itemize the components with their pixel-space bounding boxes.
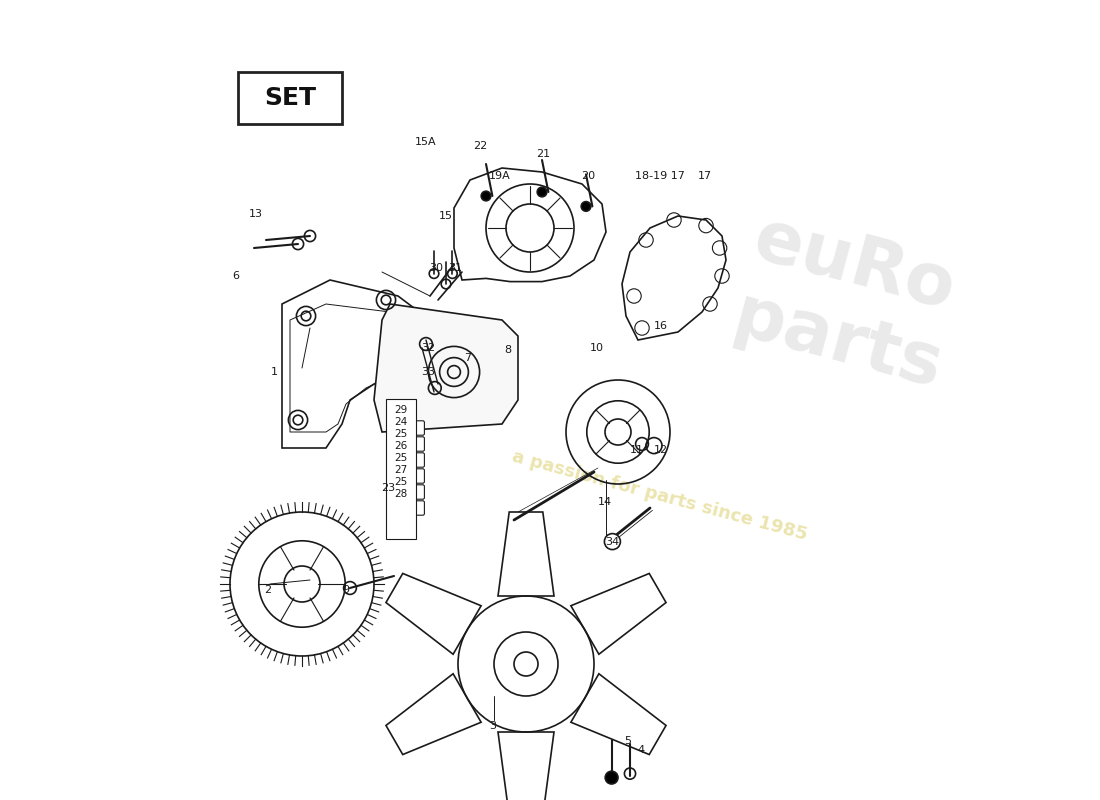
FancyBboxPatch shape	[404, 469, 425, 483]
Text: 13: 13	[249, 209, 263, 218]
Polygon shape	[386, 574, 481, 654]
Text: 27: 27	[394, 465, 407, 474]
Text: 18-19 17: 18-19 17	[636, 171, 685, 181]
Text: 30: 30	[429, 263, 443, 273]
Text: 1: 1	[271, 367, 277, 377]
Text: 25: 25	[394, 430, 407, 439]
Text: 16: 16	[653, 321, 668, 330]
FancyBboxPatch shape	[404, 453, 425, 467]
Text: 9: 9	[342, 585, 350, 594]
Circle shape	[604, 534, 620, 550]
Circle shape	[481, 191, 491, 201]
Text: 19A: 19A	[488, 171, 510, 181]
Text: 21: 21	[537, 149, 551, 158]
Text: a passion for parts since 1985: a passion for parts since 1985	[510, 448, 810, 544]
Text: 24: 24	[394, 418, 407, 427]
Text: 3: 3	[488, 721, 496, 730]
FancyBboxPatch shape	[404, 485, 425, 499]
Text: 2: 2	[264, 586, 272, 595]
Polygon shape	[454, 168, 606, 282]
FancyBboxPatch shape	[404, 421, 425, 435]
FancyBboxPatch shape	[404, 501, 425, 515]
Text: 15: 15	[439, 211, 453, 221]
Text: 8: 8	[504, 345, 512, 354]
Text: 25: 25	[394, 477, 407, 486]
Polygon shape	[374, 304, 518, 432]
Text: 7: 7	[464, 353, 471, 362]
Text: 11: 11	[629, 445, 644, 454]
Text: 15A: 15A	[415, 137, 436, 146]
Text: SET: SET	[264, 86, 316, 110]
Circle shape	[537, 187, 547, 197]
Text: 17: 17	[697, 171, 712, 181]
Polygon shape	[282, 280, 430, 448]
Polygon shape	[498, 732, 554, 800]
FancyBboxPatch shape	[404, 437, 425, 451]
Text: 32: 32	[421, 343, 436, 353]
Text: euRo
parts: euRo parts	[726, 205, 971, 403]
FancyBboxPatch shape	[238, 72, 342, 124]
Text: 34: 34	[605, 537, 619, 546]
Text: 25: 25	[394, 453, 407, 462]
Circle shape	[581, 202, 591, 211]
Text: 23: 23	[382, 483, 396, 493]
Text: 14: 14	[597, 497, 612, 506]
Text: 10: 10	[590, 343, 604, 353]
Text: 4: 4	[638, 745, 645, 754]
Text: 33: 33	[421, 367, 436, 377]
Text: 26: 26	[394, 441, 407, 450]
Text: 28: 28	[394, 489, 407, 498]
Polygon shape	[571, 574, 666, 654]
Polygon shape	[386, 674, 481, 754]
Text: 5: 5	[624, 736, 631, 746]
Polygon shape	[498, 512, 554, 596]
Text: 6: 6	[232, 271, 239, 281]
Text: 20: 20	[581, 171, 595, 181]
Text: 22: 22	[473, 141, 487, 150]
Circle shape	[605, 771, 618, 784]
Text: 31: 31	[449, 263, 463, 273]
Bar	[386, 399, 417, 539]
Polygon shape	[571, 674, 666, 754]
Text: 12: 12	[653, 445, 668, 454]
Text: 29: 29	[394, 405, 407, 414]
